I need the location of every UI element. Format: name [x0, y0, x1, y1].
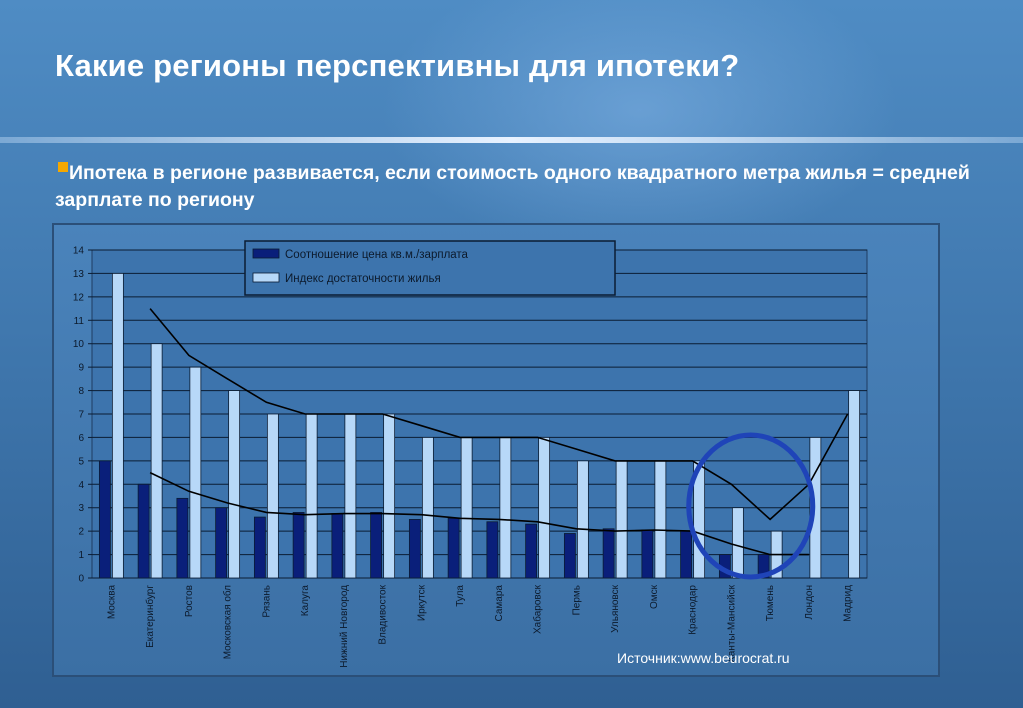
- bar-index: [576, 460, 589, 579]
- bar-index: [460, 437, 473, 579]
- bar-ratio: [486, 521, 499, 579]
- bar-ratio: [680, 530, 693, 579]
- bar-ratio: [98, 460, 111, 579]
- bar-index: [421, 437, 434, 579]
- x-tick-label: Тула: [455, 585, 466, 607]
- bar-ratio: [253, 516, 266, 579]
- trendlines: [149, 308, 849, 556]
- source-note: Источник:www.beurocrat.ru: [617, 650, 790, 666]
- bar-ratio: [641, 529, 654, 579]
- legend: Соотношение цена кв.м./зарплата Индекс до…: [244, 240, 616, 296]
- bar-index: [654, 460, 667, 579]
- bar-index: [848, 390, 861, 579]
- x-tick-label: Пермь: [571, 585, 582, 615]
- y-tick-label: 13: [73, 269, 85, 280]
- x-tick-label: Владивосток: [378, 584, 389, 644]
- y-tick-label: 5: [78, 456, 84, 467]
- y-tick-label: 7: [78, 410, 84, 421]
- bar-index: [383, 413, 396, 579]
- y-tick-label: 3: [78, 503, 84, 514]
- x-tick-label: Мадрид: [843, 585, 854, 622]
- legend-swatch: [252, 272, 280, 283]
- x-axis-labels: Москва Екатеринбург Ростов Московская обл Ря…: [106, 584, 853, 667]
- bar-index: [809, 437, 822, 579]
- y-tick-label: 11: [74, 316, 85, 327]
- bar-ratio: [370, 512, 383, 579]
- highlight-ellipse: [686, 432, 816, 580]
- bar-index: [150, 343, 163, 579]
- legend-swatch: [252, 248, 280, 259]
- bar-index: [693, 460, 706, 579]
- bar-index: [615, 460, 628, 579]
- y-tick-label: 0: [78, 574, 84, 585]
- x-tick-label: Краснодар: [688, 585, 699, 635]
- x-tick-label: Нижний Новгород: [339, 585, 350, 668]
- x-tick-label: Калуга: [300, 585, 311, 617]
- y-tick-label: 12: [73, 292, 85, 303]
- bar-index: [266, 413, 279, 579]
- legend-box: [244, 240, 616, 296]
- x-tick-label: Ульяновск: [610, 584, 621, 632]
- bar-ratio: [292, 512, 305, 579]
- highlight-circle: [686, 432, 816, 580]
- x-tick-label: Ханты-Мансийск: [726, 584, 737, 663]
- y-tick-label: 9: [78, 363, 84, 374]
- x-tick-label: Ростов: [184, 585, 195, 617]
- bar-index: [538, 437, 551, 579]
- x-tick-label: Рязань: [261, 585, 272, 618]
- x-tick-label: Екатеринбург: [144, 585, 156, 648]
- bar-ratio: [137, 483, 150, 579]
- x-tick-label: Хабаровск: [532, 584, 544, 634]
- bar-ratio: [447, 517, 460, 579]
- bars: [98, 273, 861, 579]
- bar-index: [189, 366, 202, 579]
- bar-index: [111, 273, 124, 579]
- bar-index: [344, 413, 357, 579]
- x-tick-label: Омск: [649, 584, 660, 609]
- bar-ratio: [408, 519, 421, 579]
- bar-index: [731, 507, 744, 579]
- title-divider: [0, 137, 1023, 143]
- legend-label: Соотношение цена кв.м./зарплата: [285, 249, 469, 261]
- trendline-index: [149, 308, 849, 521]
- y-tick-label: 14: [73, 246, 85, 257]
- y-tick-label: 4: [78, 480, 84, 491]
- x-tick-label: Тюмень: [765, 585, 776, 621]
- bar-index: [228, 390, 241, 579]
- bar-ratio: [331, 513, 344, 579]
- x-tick-label: Московская обл: [222, 585, 234, 659]
- x-tick-label: Лондон: [804, 585, 815, 620]
- x-tick-label: Иркутск: [416, 584, 427, 621]
- bar-ratio: [215, 507, 228, 579]
- bullet-icon: [58, 162, 68, 172]
- y-tick-label: 8: [78, 386, 84, 397]
- y-tick-label: 1: [78, 550, 84, 561]
- slide-subtitle: Ипотека в регионе развивается, если стои…: [55, 162, 970, 211]
- bar-ratio: [525, 523, 538, 579]
- grid: [91, 249, 868, 579]
- x-tick-label: Самара: [494, 585, 505, 622]
- y-tick-label: 10: [73, 339, 85, 350]
- bar-ratio: [563, 533, 576, 579]
- trendline-ratio: [149, 471, 809, 556]
- background-glow: [380, 0, 900, 260]
- legend-label: Индекс достаточности жилья: [285, 273, 441, 285]
- bar-index: [499, 437, 512, 579]
- bar-ratio: [602, 528, 615, 579]
- x-tick-label: Москва: [106, 585, 117, 620]
- y-tick-label: 6: [78, 433, 84, 444]
- bar-ratio: [176, 497, 189, 579]
- bar-index: [305, 413, 318, 579]
- y-tick-label: 2: [78, 527, 84, 538]
- slide-title: Какие регионы перспективны для ипотеки?: [55, 48, 740, 83]
